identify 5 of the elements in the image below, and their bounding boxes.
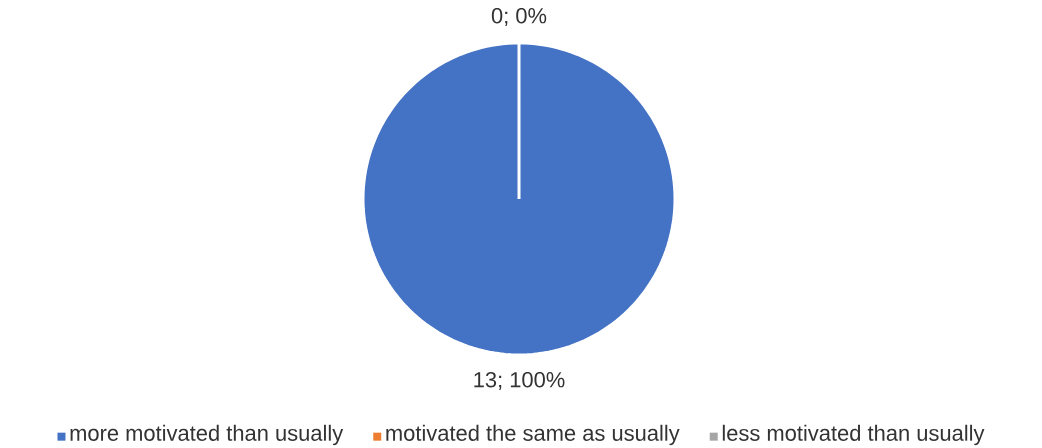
legend-label: less motivated than usually — [722, 424, 985, 446]
data-label: 13; 100% — [474, 371, 565, 391]
text: 0; 0% — [491, 7, 547, 27]
legend-label: more motivated than usually — [70, 424, 344, 446]
legend-label: motivated the same as usually — [386, 424, 680, 446]
